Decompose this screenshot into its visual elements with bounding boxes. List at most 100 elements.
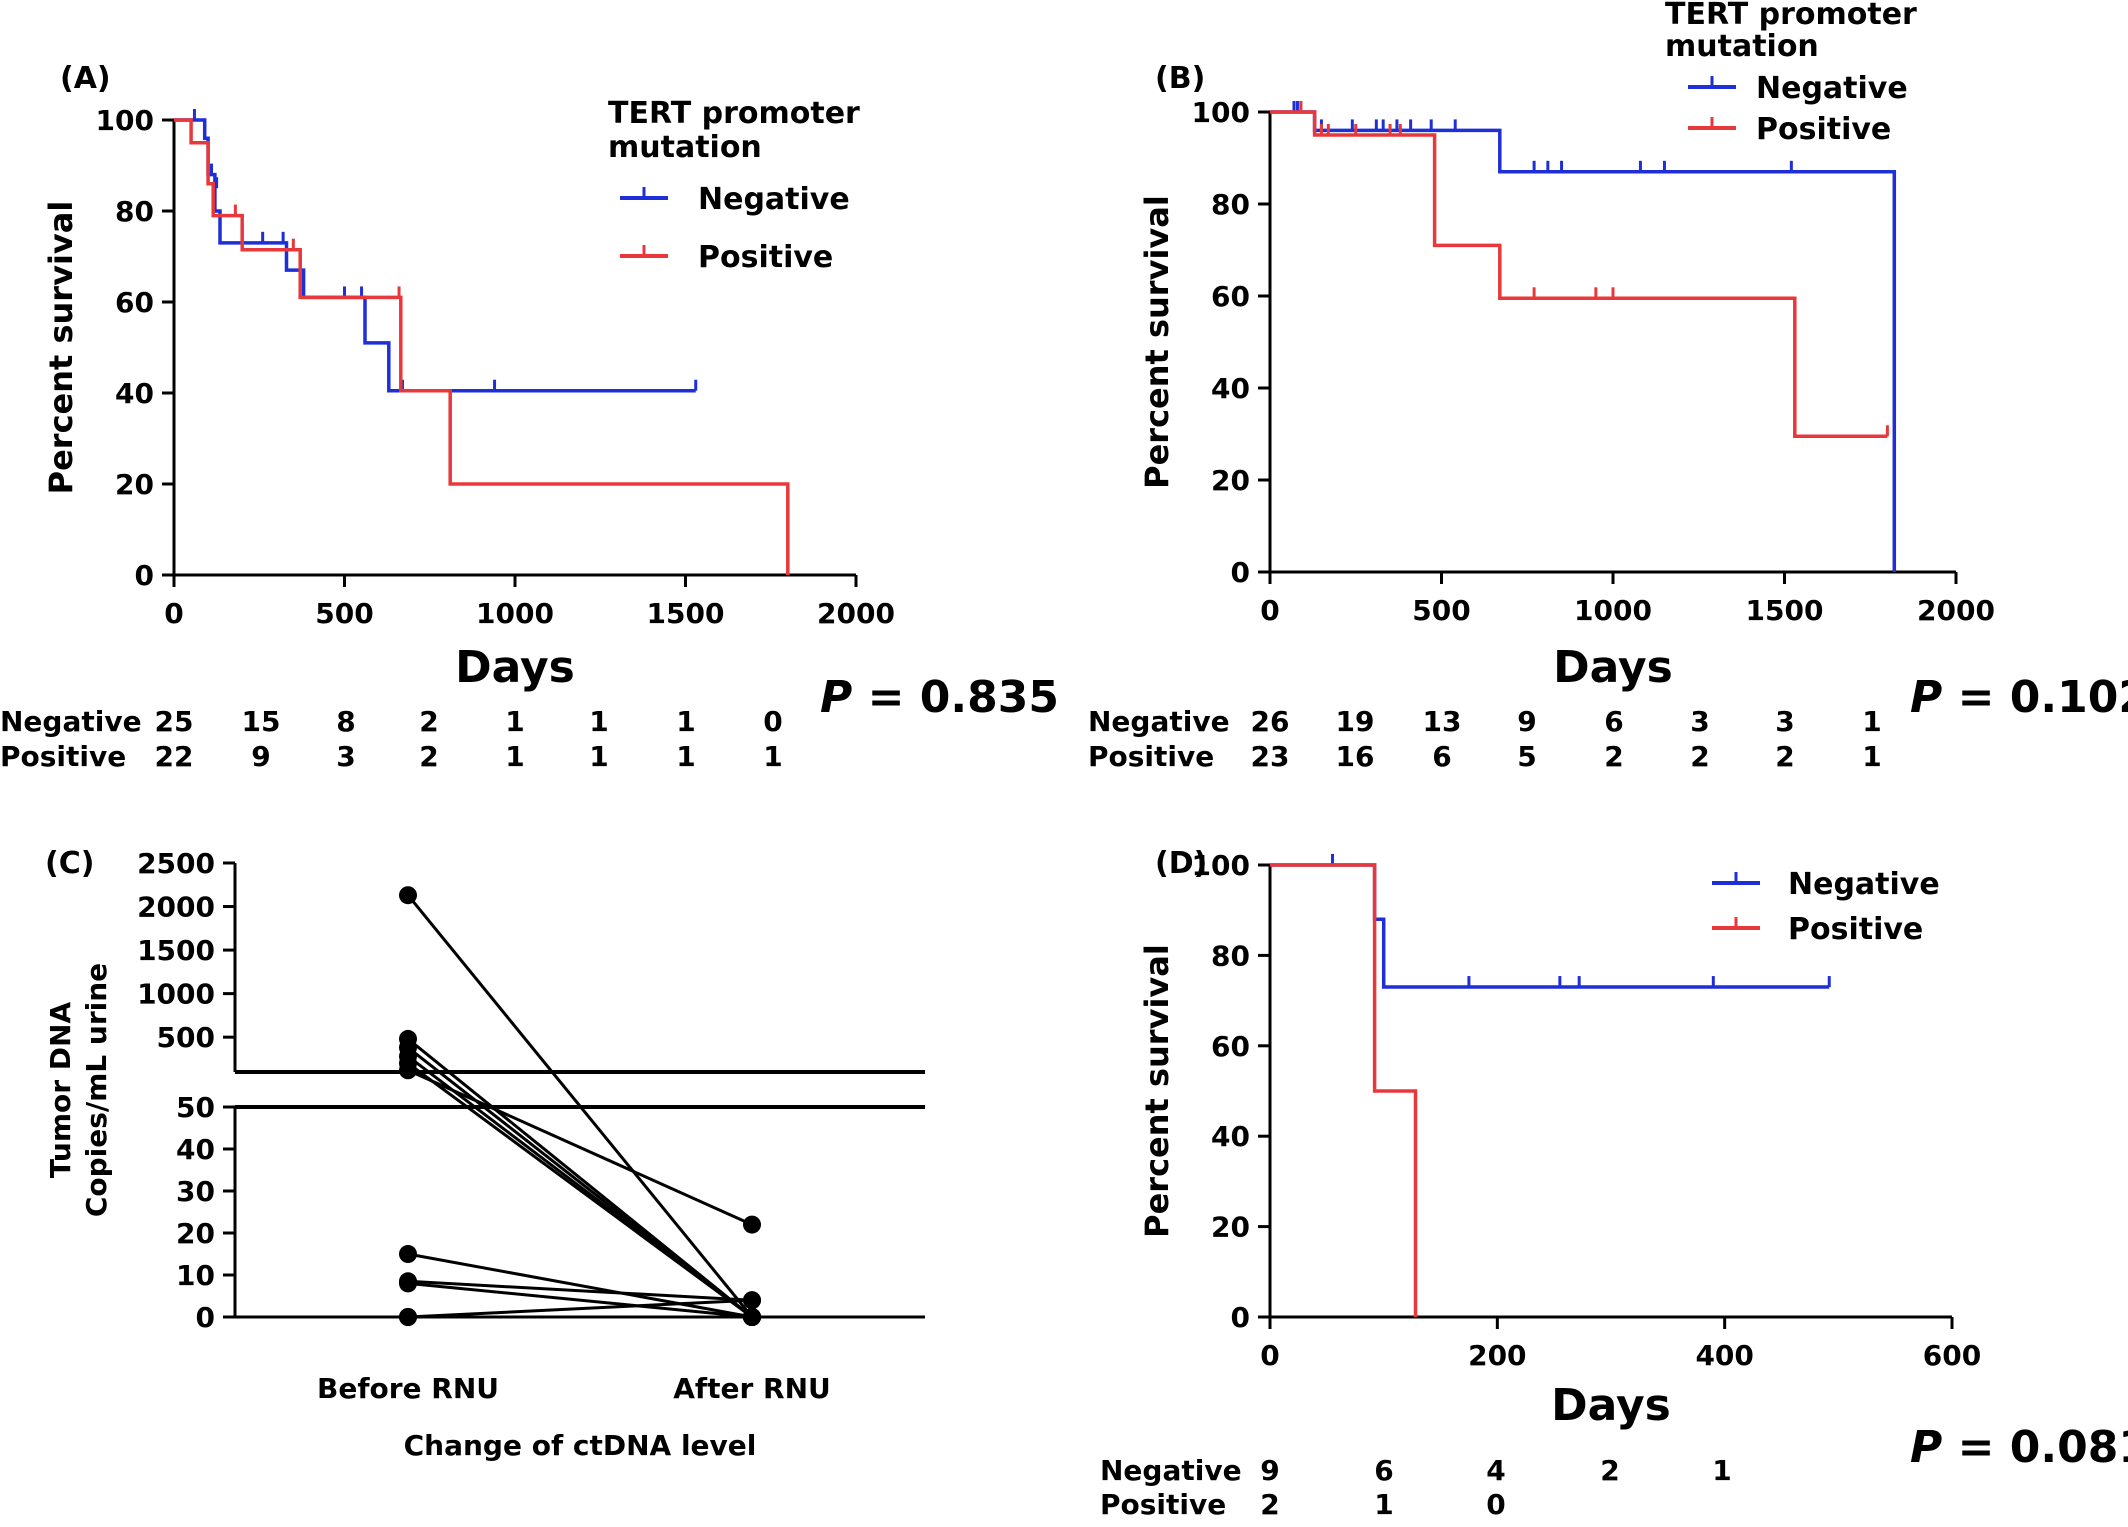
risk-count: 2 bbox=[1600, 1454, 1619, 1487]
x-axis-title: Days bbox=[1553, 642, 1673, 693]
risk-count: 25 bbox=[155, 705, 194, 738]
risk-count: 1 bbox=[1712, 1454, 1731, 1487]
risk-count: 1 bbox=[676, 740, 695, 773]
y-tick-label: 0 bbox=[1231, 556, 1250, 589]
y-tick-label: 40 bbox=[1211, 1120, 1250, 1153]
pair-line bbox=[407, 1252, 753, 1319]
y-tick-label: 80 bbox=[1211, 188, 1250, 221]
risk-count: 1 bbox=[1374, 1488, 1393, 1521]
y-tick-label: 20 bbox=[1211, 464, 1250, 497]
panel-label: (B) bbox=[1155, 61, 1205, 96]
x-tick-label: 2000 bbox=[1917, 594, 1995, 627]
legend-label-positive: Positive bbox=[1788, 912, 1923, 947]
x-tick-label: 0 bbox=[1260, 594, 1279, 627]
x-tick-label: 1500 bbox=[1746, 594, 1824, 627]
legend-title: mutation bbox=[1665, 29, 1819, 64]
before-point bbox=[399, 1061, 417, 1080]
risk-count: 26 bbox=[1251, 705, 1290, 738]
risk-count: 1 bbox=[676, 705, 695, 738]
risk-count: 1 bbox=[505, 705, 524, 738]
risk-count: 16 bbox=[1336, 740, 1375, 773]
x-axis-title: Change of ctDNA level bbox=[404, 1429, 757, 1462]
risk-count: 4 bbox=[1486, 1454, 1505, 1487]
risk-count: 9 bbox=[251, 740, 270, 773]
risk-count: 6 bbox=[1374, 1454, 1393, 1487]
before-point bbox=[399, 1308, 417, 1326]
p-value-number: = 0.081 bbox=[1942, 1422, 2128, 1473]
y-tick-label: 0 bbox=[196, 1301, 215, 1334]
risk-row-label-negative: Negative bbox=[1100, 1454, 1242, 1487]
x-tick-label: 400 bbox=[1695, 1339, 1753, 1372]
risk-count: 8 bbox=[336, 705, 355, 738]
y-tick-label: 60 bbox=[1211, 280, 1250, 313]
pair-line bbox=[407, 1068, 753, 1226]
risk-count: 2 bbox=[419, 705, 438, 738]
y-tick-label: 0 bbox=[135, 559, 154, 592]
p-value: P = 0.081 bbox=[1910, 1422, 2128, 1473]
y-tick-label: 2000 bbox=[137, 891, 215, 924]
pair-line bbox=[407, 1298, 753, 1319]
x-axis-title: Days bbox=[455, 642, 575, 693]
risk-count: 9 bbox=[1260, 1454, 1279, 1487]
before-point bbox=[399, 886, 417, 905]
y-tick-label: 2500 bbox=[137, 847, 215, 880]
legend-label-negative: Negative bbox=[698, 182, 850, 217]
x-tick-label: 500 bbox=[1412, 594, 1470, 627]
x-tick-label: 200 bbox=[1468, 1339, 1526, 1372]
p-value: P = 0.102 bbox=[1910, 672, 2128, 723]
p-value-symbol: P bbox=[1910, 672, 1942, 723]
risk-count: 22 bbox=[155, 740, 194, 773]
x-tick-label: 1000 bbox=[476, 597, 554, 630]
y-tick-label: 40 bbox=[1211, 372, 1250, 405]
after-point bbox=[743, 1308, 761, 1326]
risk-count: 19 bbox=[1336, 705, 1375, 738]
y-tick-label: 500 bbox=[157, 1021, 215, 1054]
x-tick-label: 0 bbox=[1260, 1339, 1279, 1372]
panel-label: (A) bbox=[60, 61, 111, 96]
legend-title: TERT promoter bbox=[1665, 0, 1917, 32]
y-tick-label: 1000 bbox=[137, 978, 215, 1011]
x-category-label: Before RNU bbox=[317, 1372, 499, 1405]
y-tick-label: 80 bbox=[1211, 939, 1250, 972]
legend-title: TERT promoter bbox=[608, 96, 860, 131]
series-line-negative bbox=[1270, 110, 1897, 572]
y-tick-label: 80 bbox=[115, 195, 154, 228]
y-tick-label: 60 bbox=[1211, 1030, 1250, 1063]
risk-count: 1 bbox=[1862, 705, 1881, 738]
y-tick-label: 40 bbox=[115, 377, 154, 410]
pair-line bbox=[407, 1279, 753, 1302]
legend-label-positive: Positive bbox=[698, 240, 833, 275]
risk-count: 2 bbox=[419, 740, 438, 773]
x-tick-label: 0 bbox=[164, 597, 183, 630]
before-point bbox=[399, 1274, 417, 1293]
risk-row-label-negative: Negative bbox=[0, 705, 142, 738]
y-tick-label: 1500 bbox=[137, 934, 215, 967]
y-tick-label: 100 bbox=[1192, 96, 1250, 129]
y-axis-title: Percent survival bbox=[42, 201, 80, 495]
y-tick-label: 100 bbox=[96, 104, 154, 137]
series-line-negative bbox=[174, 118, 696, 393]
risk-count: 2 bbox=[1775, 740, 1794, 773]
after-point bbox=[743, 1291, 761, 1310]
pair-line bbox=[407, 1281, 753, 1319]
risk-count: 3 bbox=[336, 740, 355, 773]
pair-line bbox=[407, 1062, 753, 1319]
y-axis-title: Copies/mL urine bbox=[80, 963, 113, 1217]
p-value-number: = 0.835 bbox=[852, 672, 1059, 723]
series-line-positive bbox=[174, 118, 790, 575]
y-tick-label: 0 bbox=[1231, 1301, 1250, 1334]
panel-label: (D) bbox=[1155, 846, 1207, 881]
x-tick-label: 1500 bbox=[647, 597, 725, 630]
risk-count: 2 bbox=[1604, 740, 1623, 773]
risk-count: 3 bbox=[1690, 705, 1709, 738]
y-tick-label: 20 bbox=[1211, 1211, 1250, 1244]
risk-count: 1 bbox=[589, 705, 608, 738]
x-tick-label: 2000 bbox=[817, 597, 895, 630]
risk-count: 6 bbox=[1432, 740, 1451, 773]
y-tick-label: 10 bbox=[176, 1259, 215, 1292]
y-tick-label: 100 bbox=[1192, 849, 1250, 882]
